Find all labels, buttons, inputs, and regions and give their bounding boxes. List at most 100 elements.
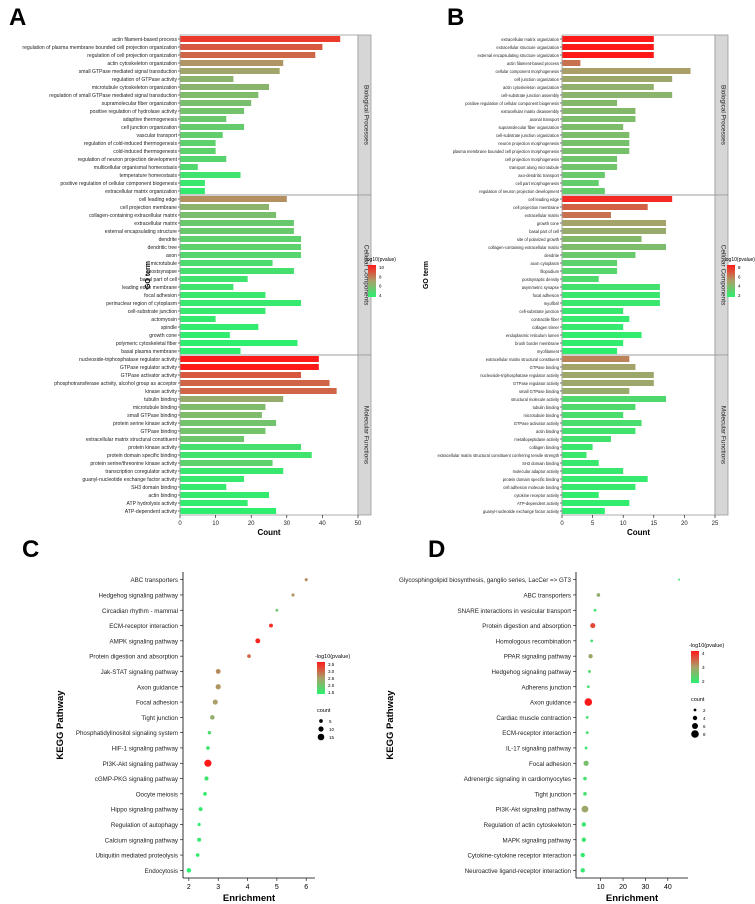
x-tick-label: 2 [187, 884, 191, 891]
x-tick-label: 5 [591, 521, 595, 527]
bar [562, 340, 624, 346]
panel-label: D [428, 536, 445, 563]
x-tick-label: 20 [248, 521, 255, 527]
bar [562, 140, 630, 146]
point [590, 639, 594, 643]
term-label: dendrite [544, 253, 560, 258]
term-label: cell-substrate junction organization [496, 133, 560, 138]
x-tick-label: 20 [619, 884, 627, 891]
bar [180, 404, 266, 410]
bar [180, 132, 223, 138]
point [215, 669, 221, 674]
size-legend-label: 15 [329, 735, 335, 740]
term-label: supramolecular fiber organization [102, 101, 177, 107]
bar [562, 52, 654, 58]
x-axis-label: Enrichment [223, 893, 276, 904]
term-label: regulation of neuron projection developm… [78, 157, 178, 163]
term-label: positive regulation of cellular componen… [60, 181, 177, 187]
bar [562, 444, 593, 450]
bar [562, 244, 667, 250]
size-legend-label: 2 [703, 708, 706, 713]
bar [562, 436, 611, 442]
term-label: extracellular matrix [525, 213, 559, 218]
legend-title: -log10(pvalue) [364, 257, 396, 263]
term-label: basal plasma membrane [121, 349, 177, 355]
bar [562, 92, 673, 98]
bar [562, 300, 660, 306]
bar [180, 244, 302, 250]
facet-strip-label: Molecular Functions [720, 406, 727, 465]
x-tick-label: 10 [212, 521, 219, 527]
facet-strip [357, 354, 372, 516]
point [583, 760, 589, 766]
pathway-label: Glycosphingolipid biosynthesis, ganglio … [399, 577, 572, 584]
term-label: temperature homeostasis [120, 173, 178, 179]
point [247, 654, 251, 658]
legend-tick-label: 3.5 [328, 662, 335, 667]
bar [180, 460, 273, 466]
legend-tick-label: 3.0 [328, 669, 335, 674]
point [593, 608, 597, 612]
color-legend-title: -log10(pvalue) [689, 643, 724, 649]
term-label: axonal transport [530, 117, 560, 122]
term-label: regulation of cell projection organizati… [87, 53, 177, 59]
term-label: cell adhesion molecule binding [503, 485, 559, 490]
bar [180, 228, 294, 234]
x-tick-label: 25 [712, 521, 719, 527]
bar [180, 316, 216, 322]
bar [562, 180, 599, 186]
legend-tick-label: 8 [738, 265, 741, 270]
pathway-label: AMPK signaling pathway [110, 638, 179, 645]
term-label: extracellular matrix structural constitu… [437, 453, 559, 458]
term-label: small GTPase binding [519, 389, 560, 394]
pathway-label: ABC transporters [524, 592, 571, 599]
term-label: microtubule binding [133, 405, 177, 411]
bar [180, 324, 259, 330]
bar [562, 492, 599, 498]
term-label: regulation of neuron projection developm… [479, 189, 560, 194]
term-label: axon cytoplasm [531, 261, 560, 266]
pathway-label: Hippo signaling pathway [111, 807, 179, 814]
size-legend-label: 6 [703, 724, 706, 729]
bar [180, 148, 216, 154]
term-label: protein serine kinase activity [113, 421, 177, 427]
term-label: collagen-containing extracellular matrix [488, 245, 559, 250]
term-label: actin cytoskeleton organization [503, 85, 560, 90]
bar [180, 180, 205, 186]
size-legend-dot [691, 730, 699, 738]
bar [180, 140, 216, 146]
x-tick-label: 3 [216, 884, 220, 891]
term-label: basal part of cell [529, 229, 559, 234]
term-label: extracellular matrix organization [105, 189, 177, 195]
bar [562, 460, 599, 466]
size-legend-label: 5 [329, 719, 332, 724]
term-label: myofibril [544, 301, 559, 306]
pathway-label: Cardiac muscle contraction [496, 715, 571, 722]
term-label: cell projection membrane [513, 205, 559, 210]
term-label: microtubule [151, 261, 177, 267]
bar [562, 380, 654, 386]
x-tick-label: 50 [355, 521, 362, 527]
x-tick-label: 6 [304, 884, 308, 891]
point [291, 593, 295, 597]
term-label: neuron projection morphogenesis [498, 141, 559, 146]
bar [180, 468, 284, 474]
term-label: tubulin binding [533, 405, 560, 410]
term-label: cell projection morphogenesis [505, 157, 559, 162]
bar [562, 164, 618, 170]
x-tick-label: 40 [664, 884, 672, 891]
bar [562, 484, 636, 490]
bar [562, 404, 636, 410]
bar [180, 484, 227, 490]
bar [180, 500, 248, 506]
term-label: GTPase activator activity [121, 373, 178, 379]
term-label: collagen binding [529, 445, 559, 450]
bar [562, 124, 624, 130]
term-label: regulation of cold-induced thermogenesis [84, 141, 178, 147]
term-label: cell junction organization [514, 77, 560, 82]
term-label: dendrite [159, 237, 178, 243]
term-label: molecular adaptor activity [513, 469, 560, 474]
facet-strip-label: Biological Processes [363, 85, 370, 146]
term-label: axo-dendritic transport [518, 173, 560, 178]
bar [562, 420, 642, 426]
